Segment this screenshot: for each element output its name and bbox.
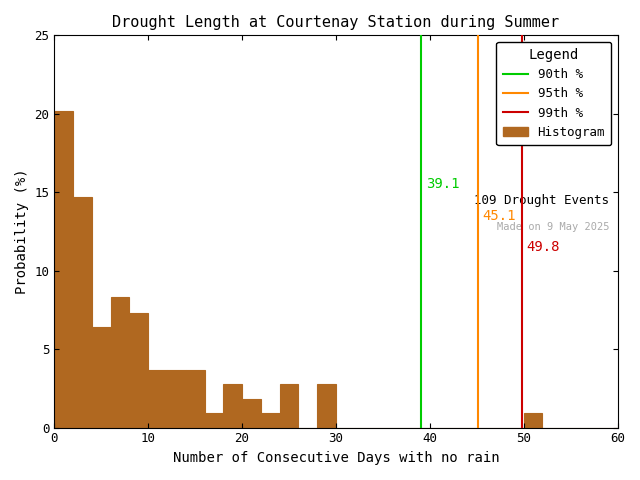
- Legend: 90th %, 95th %, 99th %, Histogram: 90th %, 95th %, 99th %, Histogram: [496, 42, 611, 145]
- Bar: [261, 413, 280, 428]
- Bar: [242, 399, 261, 428]
- Bar: [111, 297, 129, 428]
- Title: Drought Length at Courtenay Station during Summer: Drought Length at Courtenay Station duri…: [113, 15, 559, 30]
- Bar: [317, 384, 336, 428]
- Bar: [280, 384, 298, 428]
- Bar: [186, 370, 205, 428]
- Y-axis label: Probability (%): Probability (%): [15, 168, 29, 294]
- Text: 109 Drought Events: 109 Drought Events: [474, 194, 609, 207]
- Text: 49.8: 49.8: [527, 240, 560, 254]
- Bar: [167, 370, 186, 428]
- Text: 45.1: 45.1: [483, 209, 516, 223]
- Bar: [524, 413, 543, 428]
- Bar: [223, 384, 242, 428]
- Bar: [129, 313, 148, 428]
- X-axis label: Number of Consecutive Days with no rain: Number of Consecutive Days with no rain: [173, 451, 499, 465]
- Text: Made on 9 May 2025: Made on 9 May 2025: [497, 222, 609, 232]
- Bar: [148, 370, 167, 428]
- Text: 39.1: 39.1: [426, 178, 460, 192]
- Bar: [92, 327, 111, 428]
- Bar: [54, 111, 73, 428]
- Bar: [73, 197, 92, 428]
- Bar: [205, 413, 223, 428]
